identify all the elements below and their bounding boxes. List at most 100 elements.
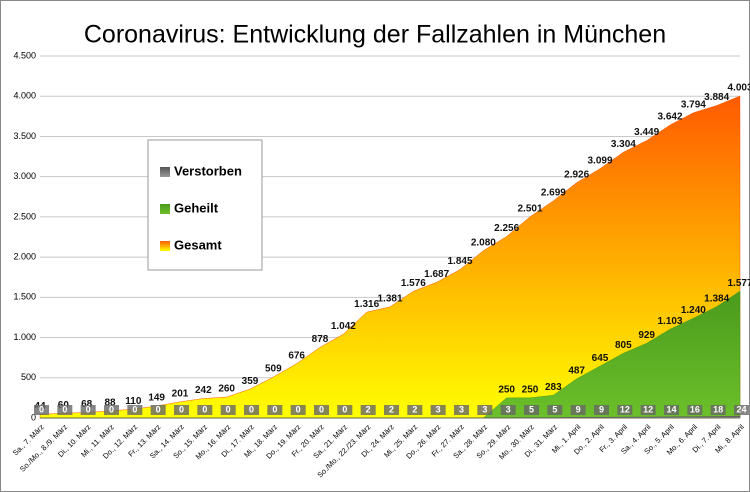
y-tick-label: 2.000 xyxy=(13,251,36,261)
chart-title: Coronavirus: Entwicklung der Fallzahlen … xyxy=(84,21,666,49)
label-box xyxy=(244,405,259,415)
data-label: 1.845 xyxy=(447,256,472,267)
data-label: 2.926 xyxy=(564,169,589,180)
data-label: 3.449 xyxy=(634,127,659,138)
data-label: 12 xyxy=(643,404,653,414)
data-label: 3 xyxy=(482,404,487,414)
label-box xyxy=(547,405,563,415)
data-label: 149 xyxy=(148,393,165,404)
data-label: 487 xyxy=(568,365,585,376)
label-box xyxy=(57,405,73,415)
label-box xyxy=(384,405,399,415)
data-label: 68 xyxy=(81,399,93,410)
data-label: 1.316 xyxy=(354,299,379,310)
label-box xyxy=(197,405,213,415)
y-tick-label: 0 xyxy=(31,412,36,422)
data-label: 5 xyxy=(529,404,534,414)
data-label: 9 xyxy=(576,404,581,414)
data-label: 88 xyxy=(104,398,116,409)
data-label: 0 xyxy=(296,404,301,414)
data-label: 110 xyxy=(125,396,142,407)
data-label: 1.384 xyxy=(704,293,729,304)
data-label: 1.042 xyxy=(331,321,356,332)
data-label: 2 xyxy=(366,404,371,414)
data-label: 201 xyxy=(172,388,189,399)
legend-label: Gesamt xyxy=(174,237,222,252)
data-label: 4.003 xyxy=(727,83,750,94)
data-label: 0 xyxy=(86,404,91,414)
area xyxy=(40,415,741,419)
label-box xyxy=(80,405,96,415)
label-box xyxy=(477,405,493,415)
data-label: 0 xyxy=(342,404,347,414)
data-label: 3.794 xyxy=(681,99,706,110)
label-box xyxy=(337,405,353,415)
label-box xyxy=(34,405,49,415)
y-tick-label: 500 xyxy=(21,372,36,382)
y-tick-label: 4.000 xyxy=(13,91,36,101)
data-label: 1.103 xyxy=(657,316,682,327)
legend-swatch xyxy=(160,167,170,177)
data-label: 18 xyxy=(713,404,723,414)
label-box xyxy=(500,405,516,415)
legend-label: Verstorben xyxy=(174,163,242,178)
label-box xyxy=(220,405,236,415)
data-label: 3.642 xyxy=(657,112,682,123)
data-label: 250 xyxy=(498,385,515,396)
y-tick-label: 1.500 xyxy=(13,292,36,302)
legend-swatch xyxy=(160,204,170,214)
legend-label: Geheilt xyxy=(174,200,219,215)
label-box xyxy=(150,405,166,415)
label-box xyxy=(617,405,633,415)
data-label: 14 xyxy=(666,404,676,414)
label-box xyxy=(267,405,283,415)
data-label: 0 xyxy=(39,404,44,414)
y-tick-label: 3.000 xyxy=(13,171,36,181)
y-tick-label: 4.500 xyxy=(13,50,36,60)
label-box xyxy=(454,405,469,415)
data-label: 2 xyxy=(389,404,394,414)
data-label: 2.699 xyxy=(541,188,566,199)
data-label: 0 xyxy=(156,404,161,414)
y-tick-label: 3.500 xyxy=(13,131,36,141)
data-label: 0 xyxy=(109,404,114,414)
label-box xyxy=(594,405,609,415)
data-label: 242 xyxy=(195,385,212,396)
data-label: 929 xyxy=(638,330,655,341)
legend-swatch xyxy=(160,241,170,251)
data-label: 0 xyxy=(249,404,254,414)
data-label: 878 xyxy=(312,334,329,345)
data-label: 250 xyxy=(522,385,539,396)
label-box xyxy=(360,405,376,415)
data-label: 676 xyxy=(288,350,305,361)
label-box xyxy=(290,405,306,415)
data-label: 359 xyxy=(242,376,259,387)
y-tick-label: 2.500 xyxy=(13,211,36,221)
y-tick-label: 1.000 xyxy=(13,332,36,342)
data-label: 283 xyxy=(545,382,562,393)
data-label: 0 xyxy=(226,404,231,414)
label-box xyxy=(687,405,703,415)
data-label: 2.256 xyxy=(494,223,519,234)
data-label: 16 xyxy=(690,404,700,414)
label-box xyxy=(734,405,749,415)
label-box xyxy=(407,405,423,415)
label-box xyxy=(127,405,143,415)
data-label: 260 xyxy=(218,384,235,395)
data-label: 1.381 xyxy=(377,294,402,305)
label-box xyxy=(710,405,726,415)
label-box xyxy=(524,405,539,415)
data-label: 3 xyxy=(506,404,511,414)
data-label: 1.240 xyxy=(681,305,706,316)
data-label: 1.687 xyxy=(424,269,449,280)
data-label: 0 xyxy=(319,404,324,414)
data-label: 3 xyxy=(436,404,441,414)
data-label: 0 xyxy=(202,404,207,414)
data-label: 2.080 xyxy=(471,237,496,248)
data-label: 1.576 xyxy=(401,278,426,289)
data-label: 1.577 xyxy=(727,278,750,289)
data-label: 2.501 xyxy=(517,203,542,214)
data-label: 0 xyxy=(132,404,137,414)
data-label: 3.099 xyxy=(587,155,612,166)
